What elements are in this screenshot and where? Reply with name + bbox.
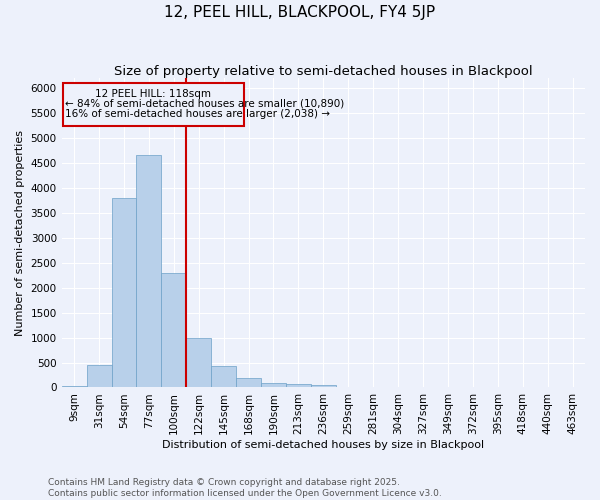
Text: Contains HM Land Registry data © Crown copyright and database right 2025.
Contai: Contains HM Land Registry data © Crown c… — [48, 478, 442, 498]
X-axis label: Distribution of semi-detached houses by size in Blackpool: Distribution of semi-detached houses by … — [162, 440, 484, 450]
Text: 16% of semi-detached houses are larger (2,038) →: 16% of semi-detached houses are larger (… — [65, 109, 331, 119]
Bar — [211, 366, 236, 388]
Bar — [261, 383, 286, 388]
Bar — [286, 384, 311, 388]
Bar — [62, 386, 86, 388]
Bar — [186, 338, 211, 388]
Bar — [311, 385, 336, 388]
Bar — [161, 272, 186, 388]
Bar — [86, 365, 112, 388]
Y-axis label: Number of semi-detached properties: Number of semi-detached properties — [15, 130, 25, 336]
Bar — [112, 198, 136, 388]
Text: 12, PEEL HILL, BLACKPOOL, FY4 5JP: 12, PEEL HILL, BLACKPOOL, FY4 5JP — [164, 5, 436, 20]
FancyBboxPatch shape — [63, 83, 244, 126]
Bar — [136, 156, 161, 388]
Text: ← 84% of semi-detached houses are smaller (10,890): ← 84% of semi-detached houses are smalle… — [65, 99, 344, 109]
Text: 12 PEEL HILL: 118sqm: 12 PEEL HILL: 118sqm — [95, 90, 211, 100]
Bar — [236, 378, 261, 388]
Title: Size of property relative to semi-detached houses in Blackpool: Size of property relative to semi-detach… — [114, 65, 533, 78]
